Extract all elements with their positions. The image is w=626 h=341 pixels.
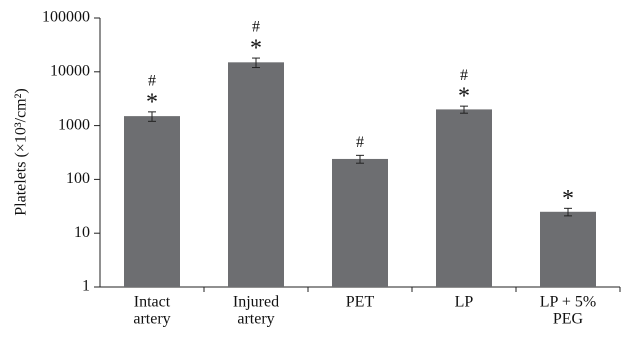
annotation: * xyxy=(146,89,158,115)
y-axis-label: Platelets (×10³/cm²) xyxy=(13,88,30,215)
x-tick-label: PEG xyxy=(553,311,584,328)
bar xyxy=(228,62,284,287)
y-tick-label: 1000 xyxy=(58,116,90,133)
y-tick-label: 100 xyxy=(66,170,90,187)
annotation: # xyxy=(356,134,364,151)
annotation: * xyxy=(458,84,470,110)
bar xyxy=(124,116,180,288)
x-tick-label: LP xyxy=(455,294,474,311)
annotation: * xyxy=(250,36,262,62)
annotation: # xyxy=(460,67,468,84)
y-tick-label: 10000 xyxy=(50,62,90,79)
x-tick-label: artery xyxy=(237,311,274,328)
bar xyxy=(436,109,492,287)
y-tick-label: 1 xyxy=(82,278,90,295)
annotation: # xyxy=(148,73,156,90)
bar xyxy=(332,158,388,287)
bar xyxy=(540,211,596,287)
y-tick-label: 10 xyxy=(74,224,90,241)
x-tick-label: LP + 5% xyxy=(540,294,596,311)
x-tick-label: PET xyxy=(346,294,375,311)
x-tick-label: artery xyxy=(133,311,170,328)
annotation: * xyxy=(562,186,574,212)
x-tick-label: Injured xyxy=(233,294,279,311)
annotation: # xyxy=(252,19,260,36)
y-tick-label: 100000 xyxy=(42,9,90,26)
x-tick-label: Intact xyxy=(134,294,171,311)
